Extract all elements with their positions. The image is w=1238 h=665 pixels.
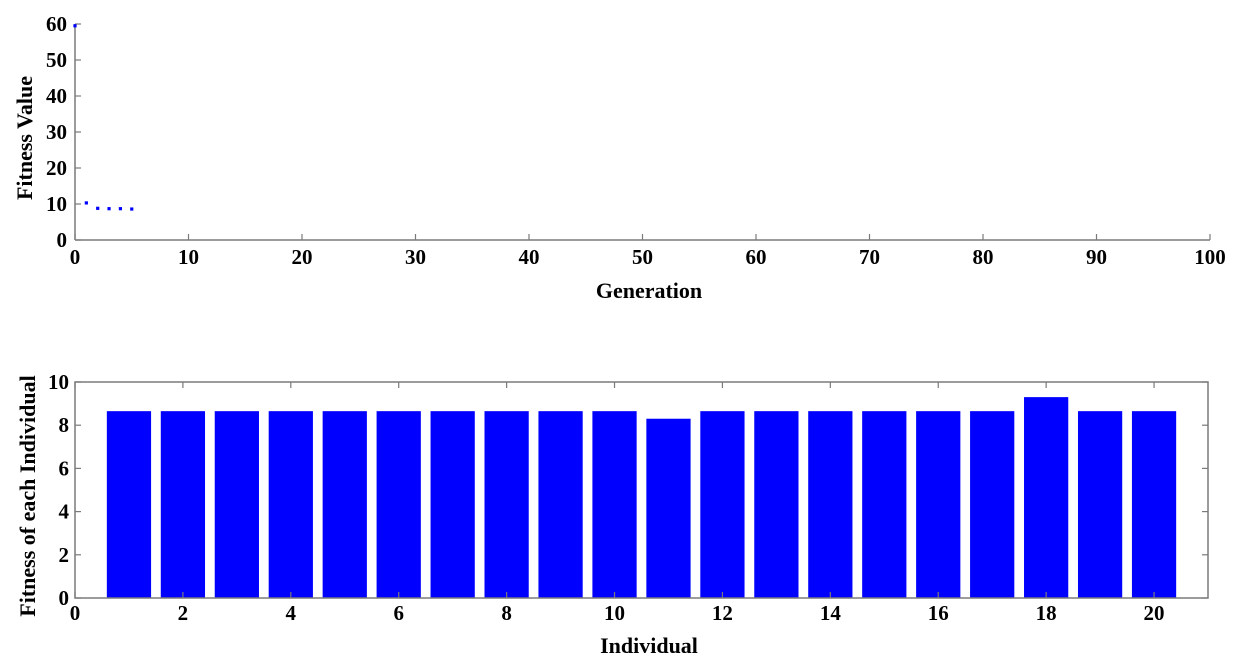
chart1-y-tick-label: 60: [46, 12, 67, 36]
chart1-x-tick-label: 40: [519, 245, 540, 269]
chart1-data-point: [130, 207, 134, 211]
chart2-bar: [592, 411, 637, 598]
chart2-bar: [484, 411, 529, 598]
chart1-data-point: [96, 206, 100, 210]
chart2-x-tick-label: 0: [70, 601, 81, 625]
chart1-y-tick-label: 0: [57, 228, 68, 252]
chart2-bar: [214, 411, 259, 598]
chart1-x-axis-title: Generation: [596, 278, 702, 303]
chart2-bar: [106, 411, 152, 598]
generation-fitness-chart: 0 10 20 30 40 50 60 70 80 90 100 0 10 20 30 40 50 60 Gen…: [12, 12, 1226, 303]
chart2-bar: [1024, 397, 1069, 598]
chart2-bar: [862, 411, 907, 598]
chart2-bar: [268, 411, 313, 598]
chart2-y-axis-title: Fitness of each Individual: [15, 375, 40, 616]
chart2-y-tick-label: 8: [59, 413, 70, 437]
chart2-bar: [700, 411, 745, 598]
chart1-x-tick-label: 100: [1194, 245, 1226, 269]
chart2-x-tick-label: 6: [393, 601, 404, 625]
chart1-y-tick-label: 20: [46, 156, 67, 180]
chart2-bar: [376, 411, 421, 598]
chart1-data-point: [118, 207, 122, 211]
chart2-y-tick-label: 6: [59, 456, 70, 480]
chart1-axes: [74, 23, 1211, 241]
chart1-x-tick-label: 80: [973, 245, 994, 269]
chart2-bars: [106, 397, 1177, 598]
chart2-y-tick-label: 0: [59, 586, 70, 610]
chart2-x-tick-label: 14: [820, 601, 842, 625]
chart2-bar: [322, 411, 367, 598]
chart1-x-tick-label: 60: [746, 245, 767, 269]
chart1-y-tick-labels: 0 10 20 30 40 50 60: [46, 12, 67, 252]
chart2-bar: [538, 411, 583, 598]
chart2-bar: [754, 411, 799, 598]
chart1-x-tick-label: 20: [292, 245, 313, 269]
chart2-bar: [160, 411, 206, 598]
chart1-y-tick-label: 50: [46, 48, 67, 72]
chart2-y-tick-label: 4: [59, 500, 70, 524]
individual-fitness-chart: 0 2 4 6 8 10 12 14 16 18 20 0 2 4 6 8 10 Individual Fit…: [15, 370, 1209, 658]
chart2-x-tick-label: 8: [501, 601, 512, 625]
chart1-y-tick-label: 10: [46, 192, 67, 216]
chart2-x-tick-label: 12: [712, 601, 733, 625]
chart2-y-tick-label: 2: [59, 543, 70, 567]
chart1-x-tick-label: 30: [405, 245, 426, 269]
chart2-y-tick-labels: 0 2 4 6 8 10: [48, 370, 70, 610]
chart1-data-point: [73, 24, 77, 28]
chart2-x-tick-labels: 0 2 4 6 8 10 12 14 16 18 20: [70, 601, 1165, 625]
chart1-data-point: [84, 201, 88, 205]
chart2-bar: [430, 411, 475, 598]
chart1-y-tick-label: 30: [46, 120, 67, 144]
chart1-x-tick-label: 70: [859, 245, 880, 269]
chart2-y-tick-label: 10: [48, 370, 69, 394]
chart2-bar: [1131, 411, 1177, 598]
chart2-bar: [808, 411, 853, 598]
chart1-data-point: [107, 207, 111, 211]
chart1-y-tick-label: 40: [46, 84, 67, 108]
chart2-x-tick-label: 18: [1036, 601, 1057, 625]
chart1-x-tick-label: 50: [632, 245, 653, 269]
chart2-plot-frame: [74, 381, 1209, 599]
chart1-x-tick-label: 90: [1086, 245, 1107, 269]
chart2-x-tick-label: 10: [604, 601, 625, 625]
chart1-x-tick-label: 10: [178, 245, 199, 269]
chart2-x-tick-label: 16: [928, 601, 949, 625]
chart2-bar: [970, 411, 1015, 598]
chart2-x-tick-label: 2: [178, 601, 189, 625]
chart1-y-axis-title: Fitness Value: [12, 76, 37, 200]
chart2-x-tick-label: 4: [286, 601, 297, 625]
chart1-x-tick-label: 0: [70, 245, 81, 269]
chart2-x-tick-label: 20: [1144, 601, 1165, 625]
chart2-bar: [1077, 411, 1123, 598]
chart2-bar: [916, 411, 961, 598]
chart1-x-tick-labels: 0 10 20 30 40 50 60 70 80 90 100: [70, 245, 1226, 269]
chart2-x-axis-title: Individual: [600, 633, 698, 658]
chart1-points: [73, 24, 134, 211]
chart2-axes: [74, 381, 1209, 599]
chart2-bar: [646, 418, 691, 598]
